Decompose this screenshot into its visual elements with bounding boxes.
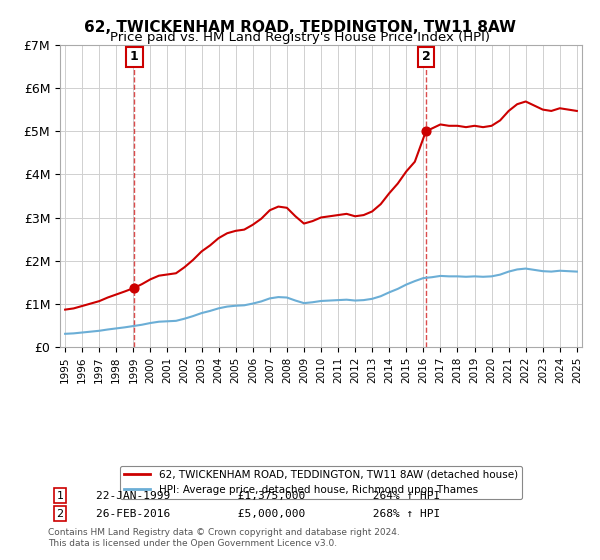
- Legend: 62, TWICKENHAM ROAD, TEDDINGTON, TW11 8AW (detached house), HPI: Average price, : 62, TWICKENHAM ROAD, TEDDINGTON, TW11 8A…: [120, 466, 522, 499]
- Text: Price paid vs. HM Land Registry's House Price Index (HPI): Price paid vs. HM Land Registry's House …: [110, 31, 490, 44]
- Text: 62, TWICKENHAM ROAD, TEDDINGTON, TW11 8AW: 62, TWICKENHAM ROAD, TEDDINGTON, TW11 8A…: [84, 20, 516, 35]
- Text: 22-JAN-1999          £1,375,000          264% ↑ HPI: 22-JAN-1999 £1,375,000 264% ↑ HPI: [96, 491, 440, 501]
- Text: 2: 2: [56, 508, 64, 519]
- Text: Contains HM Land Registry data © Crown copyright and database right 2024.
This d: Contains HM Land Registry data © Crown c…: [48, 528, 400, 548]
- Text: 1: 1: [56, 491, 64, 501]
- Text: 1: 1: [130, 50, 139, 63]
- Point: [130, 283, 139, 292]
- Text: 26-FEB-2016          £5,000,000          268% ↑ HPI: 26-FEB-2016 £5,000,000 268% ↑ HPI: [96, 508, 440, 519]
- Point: [421, 127, 431, 136]
- Text: 2: 2: [422, 50, 430, 63]
